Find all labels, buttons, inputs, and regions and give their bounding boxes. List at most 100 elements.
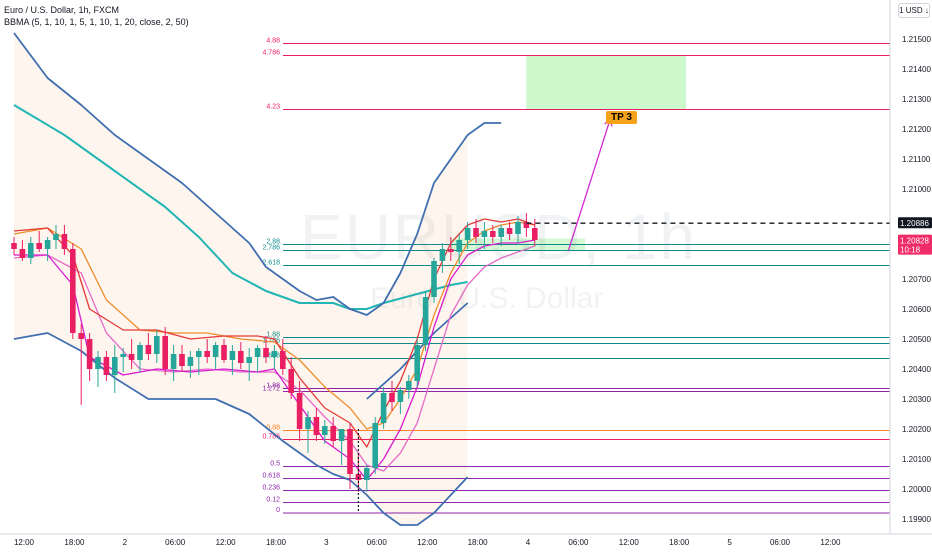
candle-body: [456, 240, 462, 252]
fib-label: 4.88: [266, 38, 280, 45]
candle-body: [44, 240, 51, 249]
x-tick-label: 18:00: [266, 538, 287, 547]
candle-body: [464, 228, 471, 240]
candle-body: [364, 468, 370, 480]
fib-label: 4.23: [266, 104, 280, 111]
fib-label: 0.88: [266, 425, 280, 432]
candle-body: [187, 357, 194, 366]
x-tick-label: 2: [123, 538, 128, 547]
y-tick-label: 1.21400: [902, 65, 931, 74]
candle-body: [11, 243, 17, 249]
x-tick-label: 12:00: [619, 538, 640, 547]
y-tick-label: 1.20000: [902, 485, 931, 494]
bb-upper-line: [13, 32, 502, 316]
candle-body: [95, 357, 101, 369]
candle-body: [397, 390, 404, 402]
candle-body: [347, 429, 353, 474]
candle-body: [372, 423, 378, 468]
price-label-bg: [898, 217, 932, 229]
ma5-high-line: [13, 218, 536, 448]
x-tick-label: 3: [324, 538, 329, 547]
candle-body: [246, 357, 252, 363]
y-tick-label: 1.21500: [902, 35, 931, 44]
fib-label: 0.5: [270, 461, 280, 468]
candle-body: [154, 336, 160, 354]
candle-body: [380, 393, 387, 423]
price-label: 1.20828: [900, 237, 929, 246]
fib-label: 1.272: [262, 386, 280, 393]
candle-body: [473, 228, 479, 237]
price-label-countdown: 10:18: [900, 246, 921, 255]
candle-body: [422, 297, 429, 345]
x-tick-label: 12:00: [14, 538, 35, 547]
candle-body: [196, 351, 202, 357]
candle-body: [263, 348, 269, 357]
y-tick-label: 1.21200: [902, 125, 931, 134]
candle-body: [506, 228, 513, 234]
candle-body: [128, 354, 135, 360]
y-tick-label: 1.20600: [902, 305, 931, 314]
candle-body: [532, 228, 538, 240]
candle-body: [162, 336, 168, 369]
y-tick-label: 1.19900: [902, 515, 931, 524]
legend-symbol[interactable]: Euro / U.S. Dollar, 1h, FXCM: [4, 5, 120, 15]
bollinger-fill: [14, 33, 468, 525]
fib-label: 0.12: [266, 497, 280, 504]
y-tick-label: 1.20200: [902, 425, 931, 434]
fib-label: 1.88: [266, 332, 280, 339]
candle-body: [338, 429, 345, 441]
y-tick-label: 1.20700: [902, 275, 931, 284]
candle-body: [313, 417, 320, 435]
candle-body: [212, 345, 219, 357]
candle-body: [221, 345, 227, 360]
candle-body: [389, 393, 395, 402]
y-tick-label: 1.20300: [902, 395, 931, 404]
x-tick-label: 12:00: [820, 538, 841, 547]
x-tick-label: 18:00: [64, 538, 85, 547]
candle-body: [439, 249, 446, 261]
price-label: 1.20886: [900, 219, 929, 228]
candle-body: [515, 222, 521, 234]
candle-body: [112, 357, 118, 375]
candle-body: [288, 369, 294, 393]
x-tick-label: 5: [727, 538, 732, 547]
fib-label: 0: [276, 507, 280, 514]
tp-zone: [526, 55, 686, 110]
y-tick-label: 1.20500: [902, 335, 931, 344]
candle-body: [490, 231, 496, 237]
candle-body: [322, 426, 328, 435]
y-tick-label: 1.20400: [902, 365, 931, 374]
tp-label: TP 3: [606, 111, 637, 124]
candle-body: [414, 345, 420, 381]
candle-body: [61, 234, 68, 249]
candle-body: [406, 381, 412, 390]
y-tick-label: 1.20100: [902, 455, 931, 464]
fib-label: 4.786: [262, 50, 280, 57]
fib-label: 2.88: [266, 239, 280, 246]
candle-body: [120, 354, 126, 357]
candle-body: [296, 393, 303, 429]
candle-body: [179, 354, 185, 366]
candle-body: [229, 351, 236, 360]
candle-body: [523, 222, 530, 228]
fib-label: 0.618: [262, 473, 280, 480]
candle-body: [19, 249, 26, 258]
arrow-line: [567, 118, 612, 251]
candle-body: [481, 231, 488, 237]
candle-body: [238, 351, 244, 363]
price-label-bg: [898, 234, 932, 255]
candle-body: [305, 417, 311, 429]
legend-indicator[interactable]: BBMA (5, 1, 10, 1, 5, 1, 10, 1, 20, clos…: [4, 17, 189, 27]
candle-body: [330, 426, 336, 441]
y-tick-label: 1.21100: [902, 155, 931, 164]
candle-body: [28, 243, 34, 258]
candle-body: [280, 351, 286, 369]
currency-button[interactable]: 1 USD ↓: [898, 3, 930, 18]
x-tick-label: 18:00: [468, 538, 489, 547]
y-tick-label: 1.21000: [902, 185, 931, 194]
x-tick-label: 18:00: [669, 538, 690, 547]
x-tick-label: 06:00: [165, 538, 186, 547]
candle-body: [448, 249, 454, 252]
